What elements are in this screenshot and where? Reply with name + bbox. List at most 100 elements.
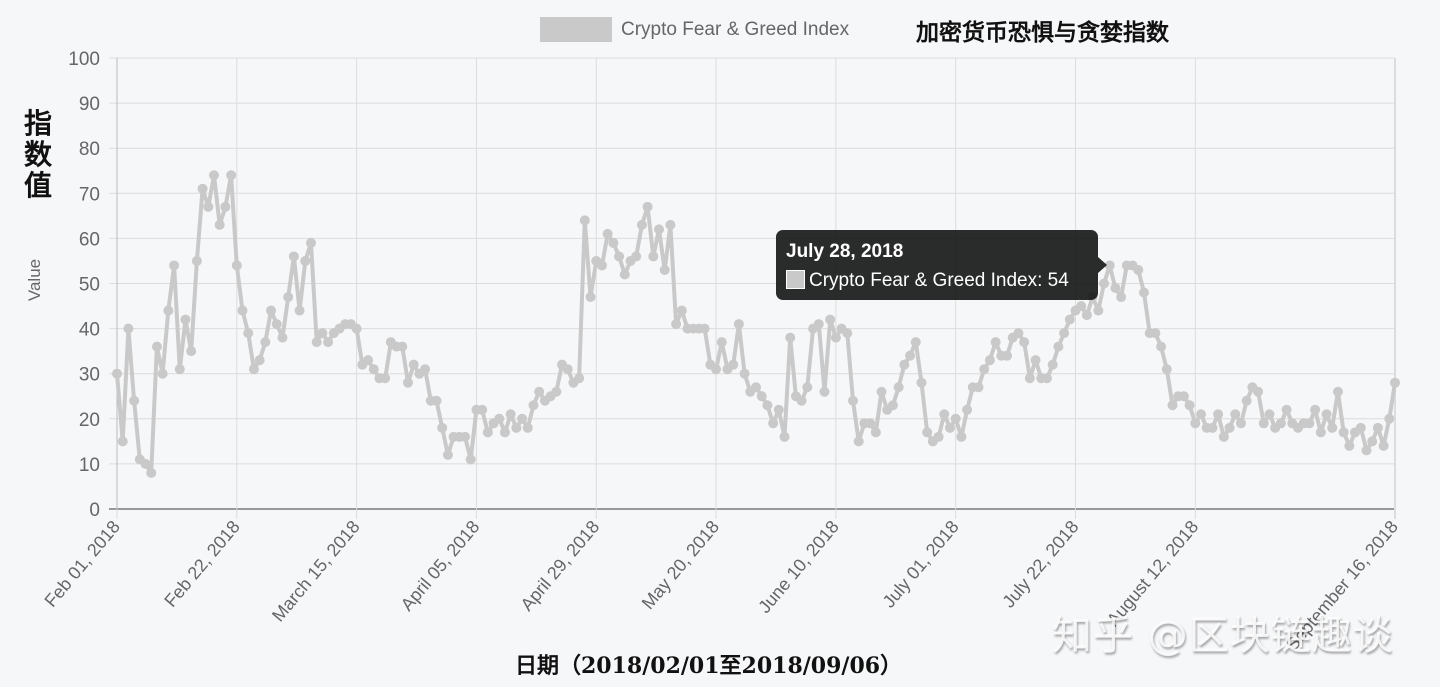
data-point[interactable] xyxy=(853,436,864,447)
data-point[interactable] xyxy=(243,328,254,339)
data-point[interactable] xyxy=(842,328,853,339)
data-point[interactable] xyxy=(585,292,596,303)
data-point[interactable] xyxy=(933,431,944,442)
data-point[interactable] xyxy=(813,319,824,330)
data-point[interactable] xyxy=(191,255,202,266)
data-point[interactable] xyxy=(596,260,607,271)
data-point[interactable] xyxy=(1275,418,1286,429)
data-point[interactable] xyxy=(1332,386,1343,397)
data-point[interactable] xyxy=(517,413,528,424)
data-point[interactable] xyxy=(990,337,1001,348)
data-point[interactable] xyxy=(208,170,219,181)
data-point[interactable] xyxy=(277,332,288,343)
data-point[interactable] xyxy=(1207,422,1218,433)
data-point[interactable] xyxy=(1361,445,1372,456)
data-point[interactable] xyxy=(305,237,316,248)
data-point[interactable] xyxy=(950,413,961,424)
data-point[interactable] xyxy=(437,422,448,433)
data-point[interactable] xyxy=(180,314,191,325)
data-point[interactable] xyxy=(1047,359,1058,370)
data-point[interactable] xyxy=(1156,341,1167,352)
data-point[interactable] xyxy=(1390,377,1400,388)
data-point[interactable] xyxy=(939,409,950,420)
data-point[interactable] xyxy=(460,431,471,442)
data-point[interactable] xyxy=(420,364,431,375)
data-point[interactable] xyxy=(1235,418,1246,429)
data-point[interactable] xyxy=(1367,436,1378,447)
data-point[interactable] xyxy=(380,373,391,384)
data-point[interactable] xyxy=(979,364,990,375)
data-point[interactable] xyxy=(214,219,225,230)
data-point[interactable] xyxy=(1310,404,1321,415)
data-point[interactable] xyxy=(248,364,259,375)
data-point[interactable] xyxy=(642,201,653,212)
data-point[interactable] xyxy=(1355,422,1366,433)
data-point[interactable] xyxy=(494,413,505,424)
data-point[interactable] xyxy=(636,219,647,230)
data-point[interactable] xyxy=(648,251,659,262)
data-point[interactable] xyxy=(785,332,796,343)
data-point[interactable] xyxy=(956,431,967,442)
data-point[interactable] xyxy=(1327,422,1338,433)
data-point[interactable] xyxy=(887,400,898,411)
data-point[interactable] xyxy=(773,404,784,415)
data-point[interactable] xyxy=(368,364,379,375)
data-point[interactable] xyxy=(676,305,687,316)
data-series[interactable] xyxy=(112,170,1400,478)
data-point[interactable] xyxy=(1344,440,1355,451)
data-point[interactable] xyxy=(283,292,294,303)
data-point[interactable] xyxy=(608,237,619,248)
data-point[interactable] xyxy=(654,224,665,235)
data-point[interactable] xyxy=(1116,292,1127,303)
data-point[interactable] xyxy=(1321,409,1332,420)
data-point[interactable] xyxy=(534,386,545,397)
data-point[interactable] xyxy=(197,183,208,194)
data-point[interactable] xyxy=(751,382,761,393)
data-point[interactable] xyxy=(905,350,916,361)
data-point[interactable] xyxy=(157,368,168,379)
data-point[interactable] xyxy=(146,467,157,478)
data-point[interactable] xyxy=(1167,400,1178,411)
data-point[interactable] xyxy=(728,359,739,370)
data-point[interactable] xyxy=(922,427,933,438)
data-point[interactable] xyxy=(1218,431,1229,442)
data-point[interactable] xyxy=(614,251,625,262)
data-point[interactable] xyxy=(1030,355,1041,366)
data-point[interactable] xyxy=(169,260,180,271)
data-point[interactable] xyxy=(865,418,876,429)
data-point[interactable] xyxy=(174,364,185,375)
data-point[interactable] xyxy=(499,427,510,438)
data-point[interactable] xyxy=(477,404,488,415)
data-point[interactable] xyxy=(408,359,419,370)
data-point[interactable] xyxy=(762,400,773,411)
data-point[interactable] xyxy=(1378,440,1389,451)
data-point[interactable] xyxy=(1081,310,1092,321)
data-point[interactable] xyxy=(1110,283,1121,294)
data-point[interactable] xyxy=(1133,264,1144,275)
data-point[interactable] xyxy=(1150,328,1161,339)
data-point[interactable] xyxy=(1241,395,1252,406)
data-point[interactable] xyxy=(266,305,277,316)
data-point[interactable] xyxy=(756,391,767,402)
data-point[interactable] xyxy=(739,368,750,379)
data-point[interactable] xyxy=(1224,422,1235,433)
data-point[interactable] xyxy=(1190,418,1201,429)
data-point[interactable] xyxy=(186,346,197,357)
data-point[interactable] xyxy=(574,373,585,384)
data-point[interactable] xyxy=(962,404,973,415)
data-point[interactable] xyxy=(129,395,140,406)
data-point[interactable] xyxy=(317,328,328,339)
data-point[interactable] xyxy=(602,228,613,239)
data-point[interactable] xyxy=(716,337,727,348)
data-point[interactable] xyxy=(1161,364,1172,375)
data-point[interactable] xyxy=(699,323,710,334)
data-point[interactable] xyxy=(1258,418,1269,429)
data-point[interactable] xyxy=(1013,328,1024,339)
data-point[interactable] xyxy=(271,319,282,330)
data-point[interactable] xyxy=(1138,287,1149,298)
data-point[interactable] xyxy=(1076,301,1087,312)
data-point[interactable] xyxy=(528,400,539,411)
data-point[interactable] xyxy=(1384,413,1395,424)
data-point[interactable] xyxy=(796,395,807,406)
data-point[interactable] xyxy=(830,332,841,343)
